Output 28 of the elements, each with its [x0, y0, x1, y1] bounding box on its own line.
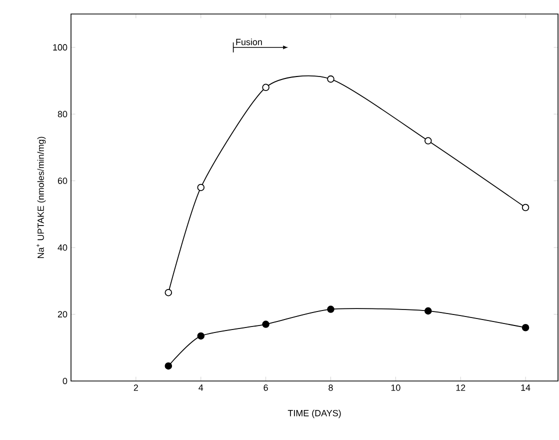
point	[424, 137, 432, 144]
y-tick-label: 40	[58, 244, 68, 251]
point	[327, 306, 334, 313]
x-tick-label: 2	[134, 384, 138, 391]
point	[424, 307, 432, 315]
point	[522, 204, 530, 212]
y-axis-title: Na$^{+}$ UPTAKE (nmoles/min/mg)	[36, 136, 46, 258]
x-tick-label: 8	[328, 384, 333, 391]
point	[262, 84, 270, 92]
y-tick-label: 20	[58, 311, 68, 318]
point	[197, 332, 205, 340]
x-axis-title: TIME (DAYS)	[288, 410, 341, 418]
x-tick-label: 6	[264, 384, 268, 391]
y-tick-label: 100	[53, 44, 68, 51]
x-tick-label: 10	[391, 384, 400, 391]
x-tick-label: 4	[198, 384, 204, 391]
x-tick-label: 12	[456, 384, 466, 391]
point	[164, 288, 172, 296]
point	[164, 362, 172, 370]
y-tick-label: 80	[58, 110, 68, 118]
point	[522, 324, 530, 332]
x-tick-label: 14	[521, 384, 530, 391]
annotation: Fusion	[236, 38, 262, 46]
y-tick-label: 60	[58, 178, 68, 184]
point	[327, 75, 334, 83]
y-tick-label: 0	[62, 378, 68, 384]
point	[262, 320, 270, 328]
point	[197, 184, 205, 192]
